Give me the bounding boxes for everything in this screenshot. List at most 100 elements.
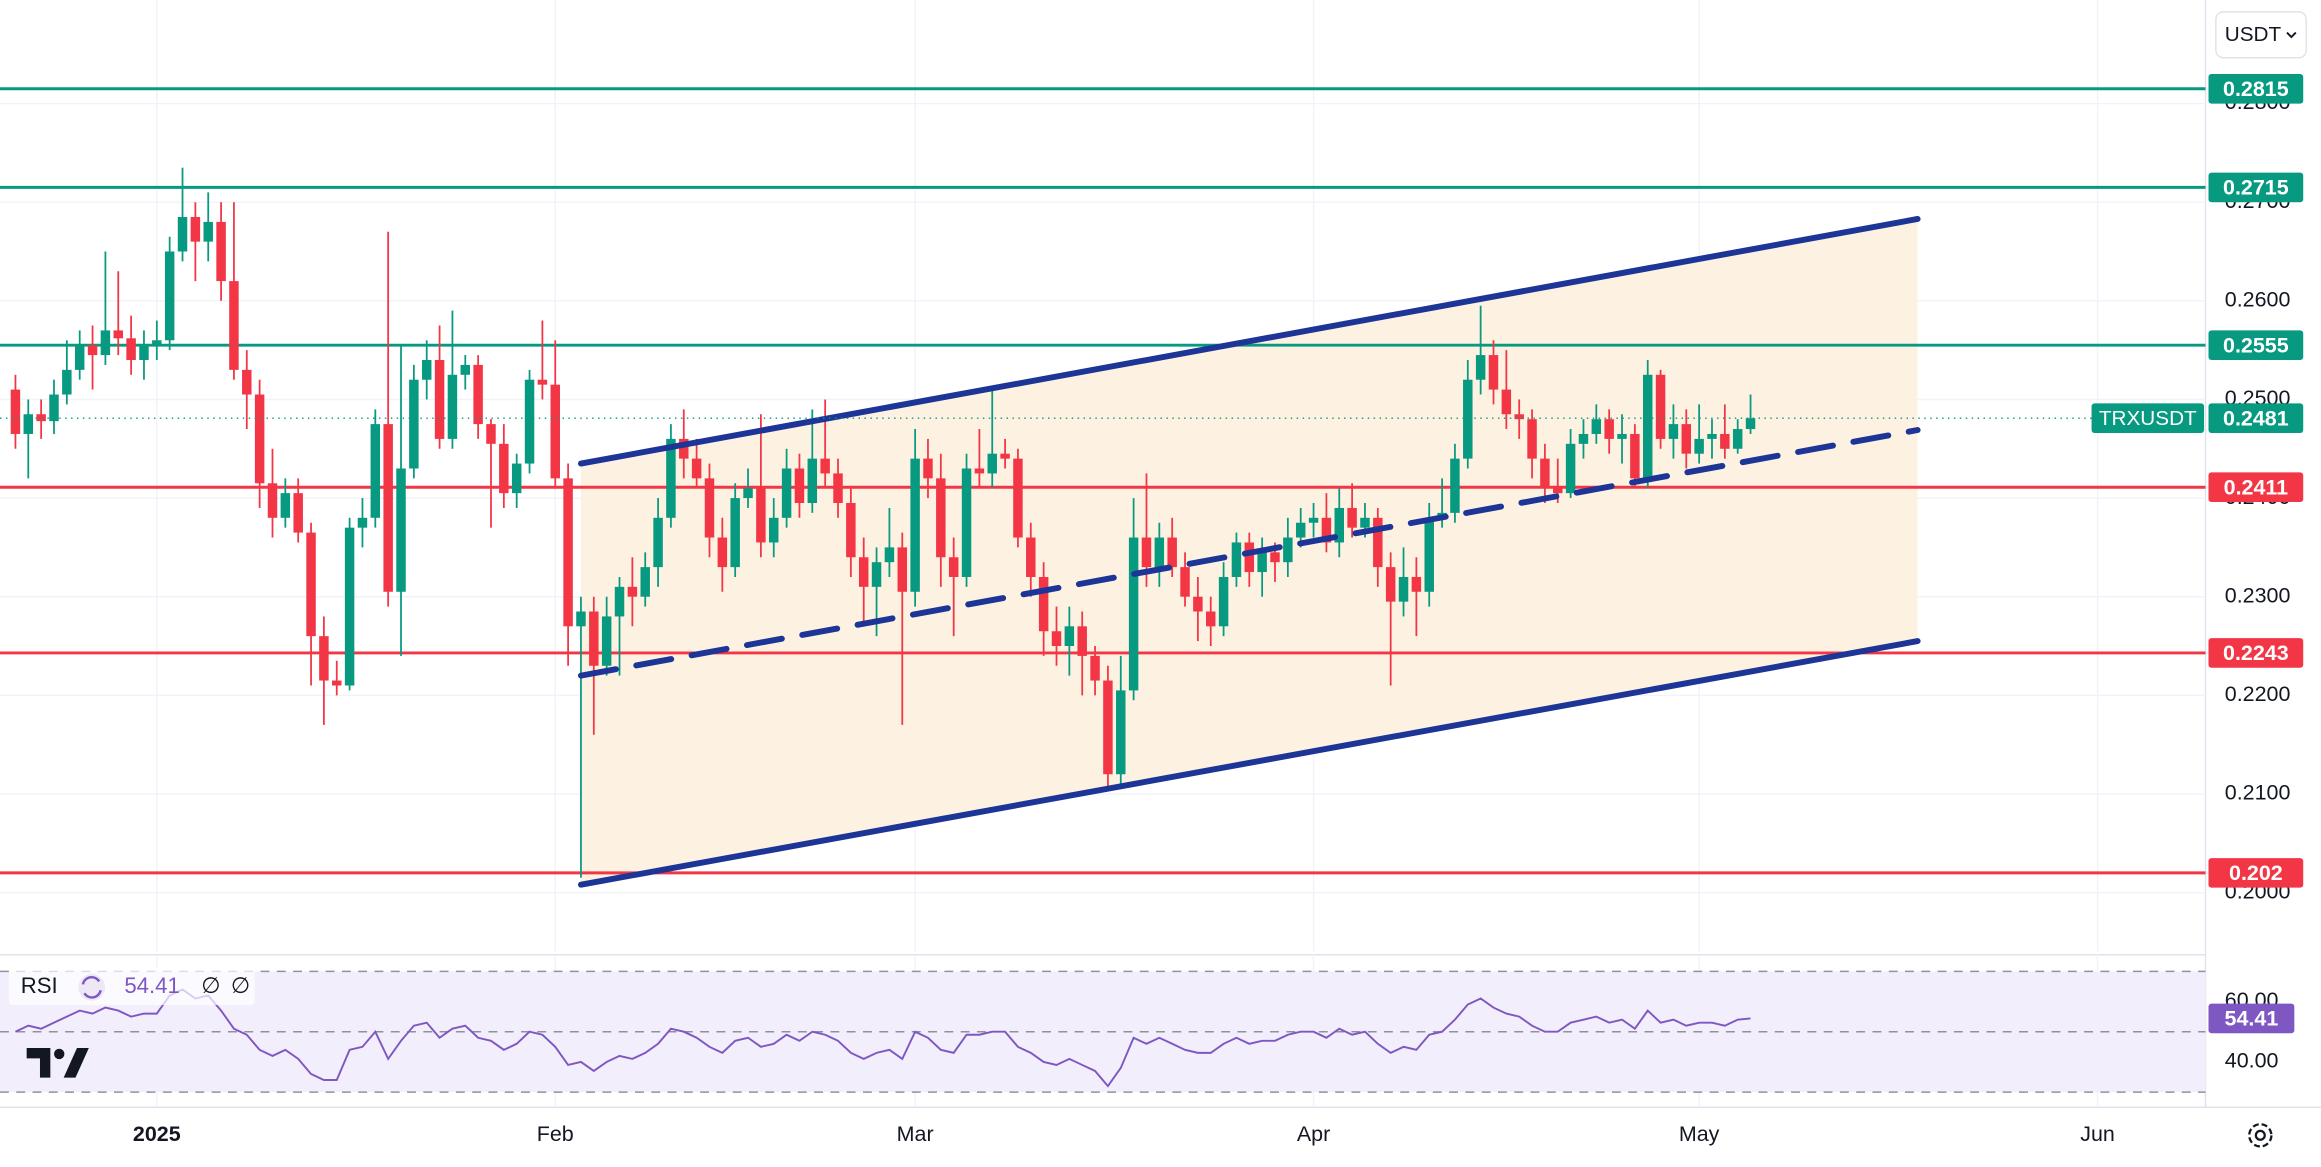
- candle-body: [100, 330, 111, 356]
- candle-body: [511, 463, 522, 494]
- candle-body: [884, 547, 895, 563]
- candle-body: [576, 611, 586, 627]
- currency-button-box[interactable]: [2215, 11, 2307, 59]
- rsi-legend-name: RSI: [21, 973, 58, 998]
- candle-body: [396, 468, 406, 592]
- levels: [0, 87, 2206, 875]
- candle-body: [1463, 379, 1473, 459]
- candle-body: [1193, 596, 1203, 612]
- candle-body: [1373, 517, 1383, 568]
- y-tick-label: 0.2200: [2225, 682, 2291, 706]
- candle-body: [229, 281, 239, 370]
- channel-line: [577, 638, 1921, 888]
- level-label: 0.2715: [2223, 176, 2289, 200]
- candle-body: [1424, 517, 1434, 592]
- candle-body: [447, 374, 458, 439]
- candle-body: [152, 340, 162, 346]
- channel-line: [577, 215, 1921, 467]
- candle-body: [1000, 453, 1010, 459]
- candle-body: [460, 364, 471, 375]
- level-label: 0.2411: [2224, 475, 2289, 499]
- candle-body: [1527, 419, 1537, 459]
- candle-body: [1591, 419, 1602, 434]
- candle-body: [203, 221, 213, 242]
- candle-body: [1565, 443, 1576, 494]
- candle-body: [1385, 567, 1396, 602]
- candle-body: [164, 251, 175, 341]
- candle-body: [1026, 537, 1036, 577]
- candle-body: [62, 369, 72, 395]
- candle-body: [858, 557, 869, 587]
- rsi-legend-bg: [8, 968, 255, 1006]
- symbol-label-box: [2091, 403, 2205, 433]
- candle-body: [10, 389, 21, 434]
- candle-body: [113, 330, 123, 339]
- candle-body: [1308, 517, 1319, 523]
- logo-part: [63, 1047, 89, 1078]
- candle-body: [332, 680, 342, 686]
- candle-body: [1745, 418, 1756, 430]
- candle-body: [36, 414, 46, 422]
- candle-body: [910, 458, 920, 592]
- candle-body: [1077, 626, 1087, 656]
- candle-body: [589, 611, 599, 666]
- rsi-value-label: 54.41: [2225, 1007, 2279, 1031]
- level-label-box: [2208, 172, 2304, 203]
- candle-body: [499, 443, 509, 494]
- candle-body: [1668, 424, 1679, 439]
- candle-body: [948, 557, 959, 577]
- candle-body: [23, 414, 34, 434]
- y-tick-label: 0.2100: [2225, 781, 2291, 805]
- candle-body: [1244, 542, 1255, 573]
- chevron-icon[interactable]: [2286, 31, 2297, 39]
- currency-button[interactable]: USDT: [2215, 11, 2307, 59]
- candle-body: [1501, 389, 1512, 415]
- candle-body: [1398, 576, 1409, 602]
- rsi-band-fill: [0, 971, 2206, 1093]
- gear-center[interactable]: [2254, 1129, 2266, 1141]
- candle-body: [49, 394, 59, 422]
- candle-body: [833, 473, 843, 504]
- candle-body: [1103, 680, 1113, 775]
- level-label-box: [2208, 858, 2304, 888]
- candle-body: [306, 532, 316, 637]
- candle-body: [550, 384, 560, 479]
- candle-body: [190, 216, 201, 242]
- rsi-line: [15, 988, 1751, 1088]
- candle-body: [563, 478, 573, 627]
- logo-part: [26, 1047, 51, 1078]
- candle-body: [1038, 576, 1049, 632]
- candle-body: [1334, 507, 1344, 543]
- candle-body: [1578, 433, 1589, 444]
- candle-body: [421, 359, 432, 380]
- x-tick-label: 2025: [133, 1122, 181, 1146]
- candle-body: [1167, 537, 1177, 568]
- x-tick-label: Jun: [2080, 1122, 2115, 1146]
- gear-outline[interactable]: [2248, 1123, 2273, 1148]
- rsi-legend-icon-arrows: [81, 975, 102, 999]
- candle-body: [280, 493, 291, 518]
- level-label-box: [2208, 472, 2304, 503]
- settings-icon[interactable]: [2248, 1123, 2273, 1148]
- candle-body: [923, 458, 933, 479]
- candle-body: [177, 216, 188, 252]
- candle-body: [1707, 433, 1717, 439]
- currency-label[interactable]: USDT: [2225, 23, 2282, 46]
- candle-body: [267, 483, 278, 518]
- candle-body: [357, 517, 368, 528]
- candle-body: [409, 379, 419, 469]
- rsi-legend-empty: ∅: [231, 973, 250, 998]
- candle-body: [1270, 552, 1280, 563]
- candle-body: [319, 636, 329, 681]
- candle-body: [704, 478, 715, 538]
- candle-body: [383, 424, 393, 592]
- last-price-label: 0.2481: [2223, 406, 2289, 430]
- candle-body: [1257, 552, 1267, 573]
- candle-body: [1488, 355, 1499, 390]
- candle-body: [974, 468, 985, 474]
- candle-body: [1617, 433, 1627, 439]
- candle-body: [601, 616, 612, 666]
- candle-body: [1154, 537, 1165, 568]
- candle-body: [691, 458, 702, 479]
